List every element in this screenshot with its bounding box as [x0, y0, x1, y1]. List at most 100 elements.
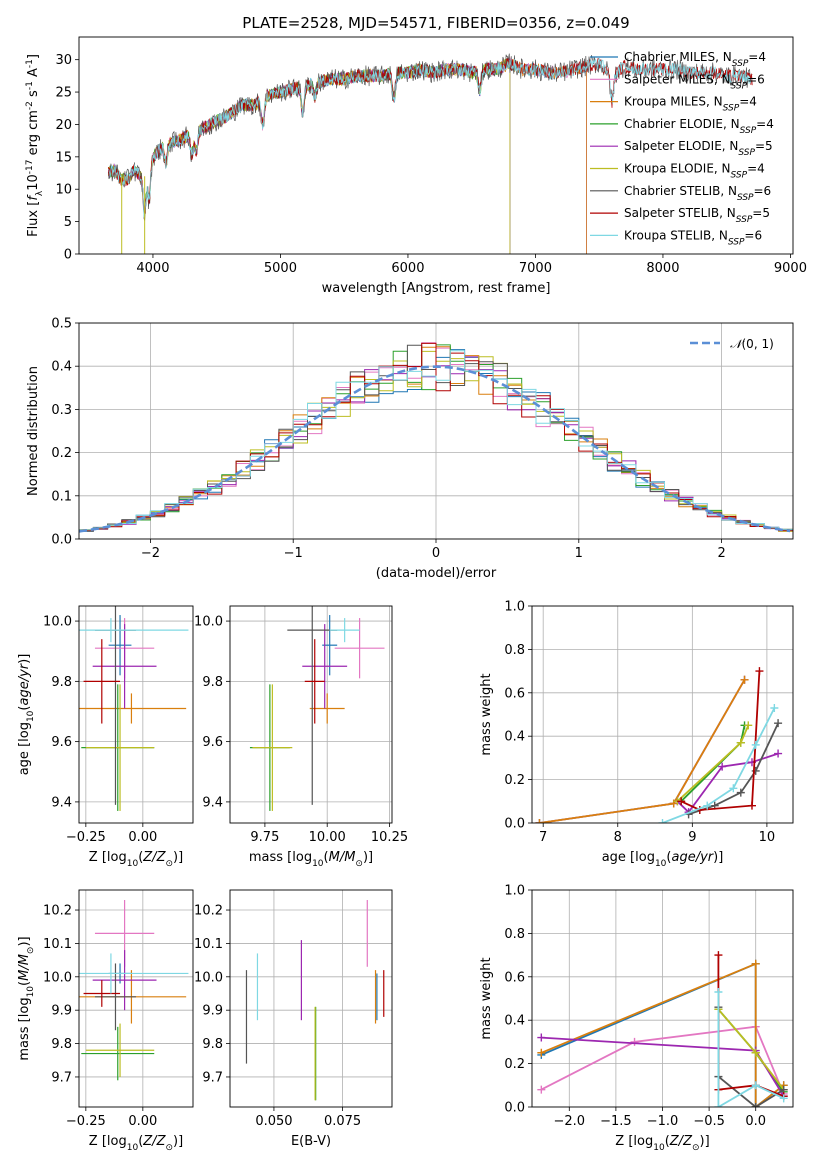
y-tick-label: 9.4: [202, 795, 223, 810]
x-tick-label: −1.0: [647, 1114, 679, 1129]
x-tick-label: 0.075: [324, 1114, 361, 1129]
histogram-legend: 𝒩(0, 1): [690, 337, 774, 351]
x-tick-label: 9.75: [250, 830, 279, 845]
y-tick-label: 10: [55, 183, 72, 198]
series-marker: [677, 797, 686, 806]
series-marker: [537, 1085, 546, 1094]
y-tick-label: 0.2: [504, 773, 525, 788]
y-tick-label: 0.2: [51, 446, 72, 461]
x-tick-label: 10: [759, 830, 776, 845]
y-tick-label: 0.6: [504, 686, 525, 701]
series-marker: [779, 1094, 788, 1103]
legend-label-salpeter-miles: Salpeter MILES, NSSP=6: [624, 72, 765, 91]
point-kroupa-elodie: [252, 684, 293, 811]
plot-content: [79, 323, 793, 539]
point-kroupa-stelib: [329, 618, 360, 643]
series-marker: [751, 1103, 760, 1107]
y-axis-label: mass weight: [479, 673, 494, 755]
legend-label-normal: 𝒩(0, 1): [730, 337, 774, 351]
axes-frame: [531, 605, 794, 824]
mass-weight-vs-age-panel: 7 8 9 10 0.0 0.2 0.4 0.6 0.8 1.0 age [log10(age/yr…: [479, 600, 794, 869]
x-tick-label: 0.00: [128, 1114, 157, 1129]
y-tick-label: 9.8: [51, 675, 72, 690]
series-line: [717, 992, 785, 1107]
spectrum-line-kroupa-stelib: [108, 57, 753, 218]
series-marker: [774, 749, 783, 758]
series-marker: [770, 703, 779, 712]
legend-label-salpeter-elodie: Salpeter ELODIE, NSSP=5: [624, 139, 773, 158]
x-tick-label: 4000: [136, 261, 169, 276]
x-axis-label: age [log10(age/yr)]: [602, 850, 724, 869]
mass-vs-metallicity-panel: −0.25 0.00 9.7 9.8 9.9 10.0 10.1 10.2 Z [log10(Z…: [17, 889, 194, 1153]
x-tick-label: 6000: [391, 261, 424, 276]
series-marker: [714, 987, 723, 996]
series-marker: [658, 819, 667, 823]
axes-frame: [78, 36, 794, 255]
y-tick-label: 0.1: [51, 489, 72, 504]
series-marker: [537, 1033, 546, 1042]
age-vs-metallicity-panel: −0.25 0.00 9.4 9.6 9.8 10.0 Z [log10(Z/Z⊙)] age…: [17, 605, 194, 869]
y-tick-label: 5: [64, 215, 72, 230]
y-tick-label: 1.0: [504, 600, 525, 615]
point-salpeter-elodie: [92, 950, 157, 1011]
point-kroupa-stelib: [79, 953, 189, 994]
x-tick-label: 5000: [264, 261, 297, 276]
y-tick-label: 9.6: [51, 735, 72, 750]
series-kroupa-stelib: [714, 987, 788, 1107]
age-vs-mass-panel: 9.75 10.00 10.25 9.4 9.6 9.8 10.0 mass [log10(M…: [194, 605, 408, 869]
y-tick-label: 0.4: [51, 360, 72, 375]
x-tick-label: 10.25: [371, 830, 408, 845]
axes-frame: [78, 605, 194, 824]
y-tick-label: 0.4: [504, 730, 525, 745]
y-tick-label: 9.8: [202, 675, 223, 690]
y-axis-label: mass [log10(M/M⊙)]: [17, 936, 36, 1060]
series-marker: [714, 1103, 723, 1107]
y-tick-label: 9.7: [202, 1070, 223, 1085]
legend-label-kroupa-stelib: Kroupa STELIB, NSSP=6: [624, 228, 762, 247]
normal-curve: [79, 365, 791, 533]
series-marker: [714, 951, 723, 960]
point-kroupa-elodie: [85, 1023, 155, 1077]
y-tick-label: 25: [55, 86, 72, 101]
x-axis-label: wavelength [Angstrom, rest frame]: [322, 281, 551, 296]
axes-frame: [229, 605, 393, 824]
series-marker: [751, 740, 760, 749]
plot-area: [230, 606, 392, 823]
y-tick-label: 15: [55, 150, 72, 165]
point-kroupa-miles: [79, 693, 187, 724]
y-tick-label: 10.1: [43, 937, 72, 952]
plot-content: [532, 890, 793, 1107]
series-line: [540, 1025, 785, 1095]
x-tick-label: 9000: [774, 261, 807, 276]
x-tick-label: 8: [614, 830, 622, 845]
series-marker: [537, 1048, 546, 1057]
point-salpeter-elodie: [302, 624, 348, 709]
figure-title: PLATE=2528, MJD=54571, FIBERID=0356, z=0…: [242, 14, 629, 32]
y-tick-label: 0.0: [504, 1101, 525, 1116]
series-marker: [747, 801, 756, 810]
series-marker: [535, 819, 544, 823]
y-tick-label: 10.0: [194, 970, 223, 985]
y-tick-label: 9.8: [202, 1037, 223, 1052]
plot-content: [230, 606, 392, 823]
series-marker: [703, 801, 712, 810]
point-chabrier-elodie: [81, 1026, 155, 1081]
y-tick-label: 10.2: [194, 904, 223, 919]
series-marker: [718, 762, 727, 771]
legend-label-chabrier-stelib: Chabrier STELIB, NSSP=6: [624, 184, 771, 203]
point-salpeter-stelib: [304, 639, 325, 724]
x-tick-label: −1: [284, 546, 303, 561]
x-axis-label: E(B-V): [291, 1134, 331, 1149]
plot-content: [79, 606, 193, 823]
x-tick-label: 7000: [519, 261, 552, 276]
axes-frame: [78, 322, 794, 540]
y-tick-label: 0: [64, 248, 72, 263]
y-tick-label: 10.2: [43, 904, 72, 919]
y-tick-label: 0.5: [51, 317, 72, 332]
point-kroupa-miles: [309, 693, 345, 724]
spectrum-panel: 4000 5000 6000 7000 8000 9000 0 5 10 15 20 25 30 wave…: [25, 36, 807, 296]
x-tick-label: 0.050: [255, 1114, 292, 1129]
point-salpeter-stelib: [83, 639, 121, 724]
point-salpeter-miles: [334, 618, 385, 679]
